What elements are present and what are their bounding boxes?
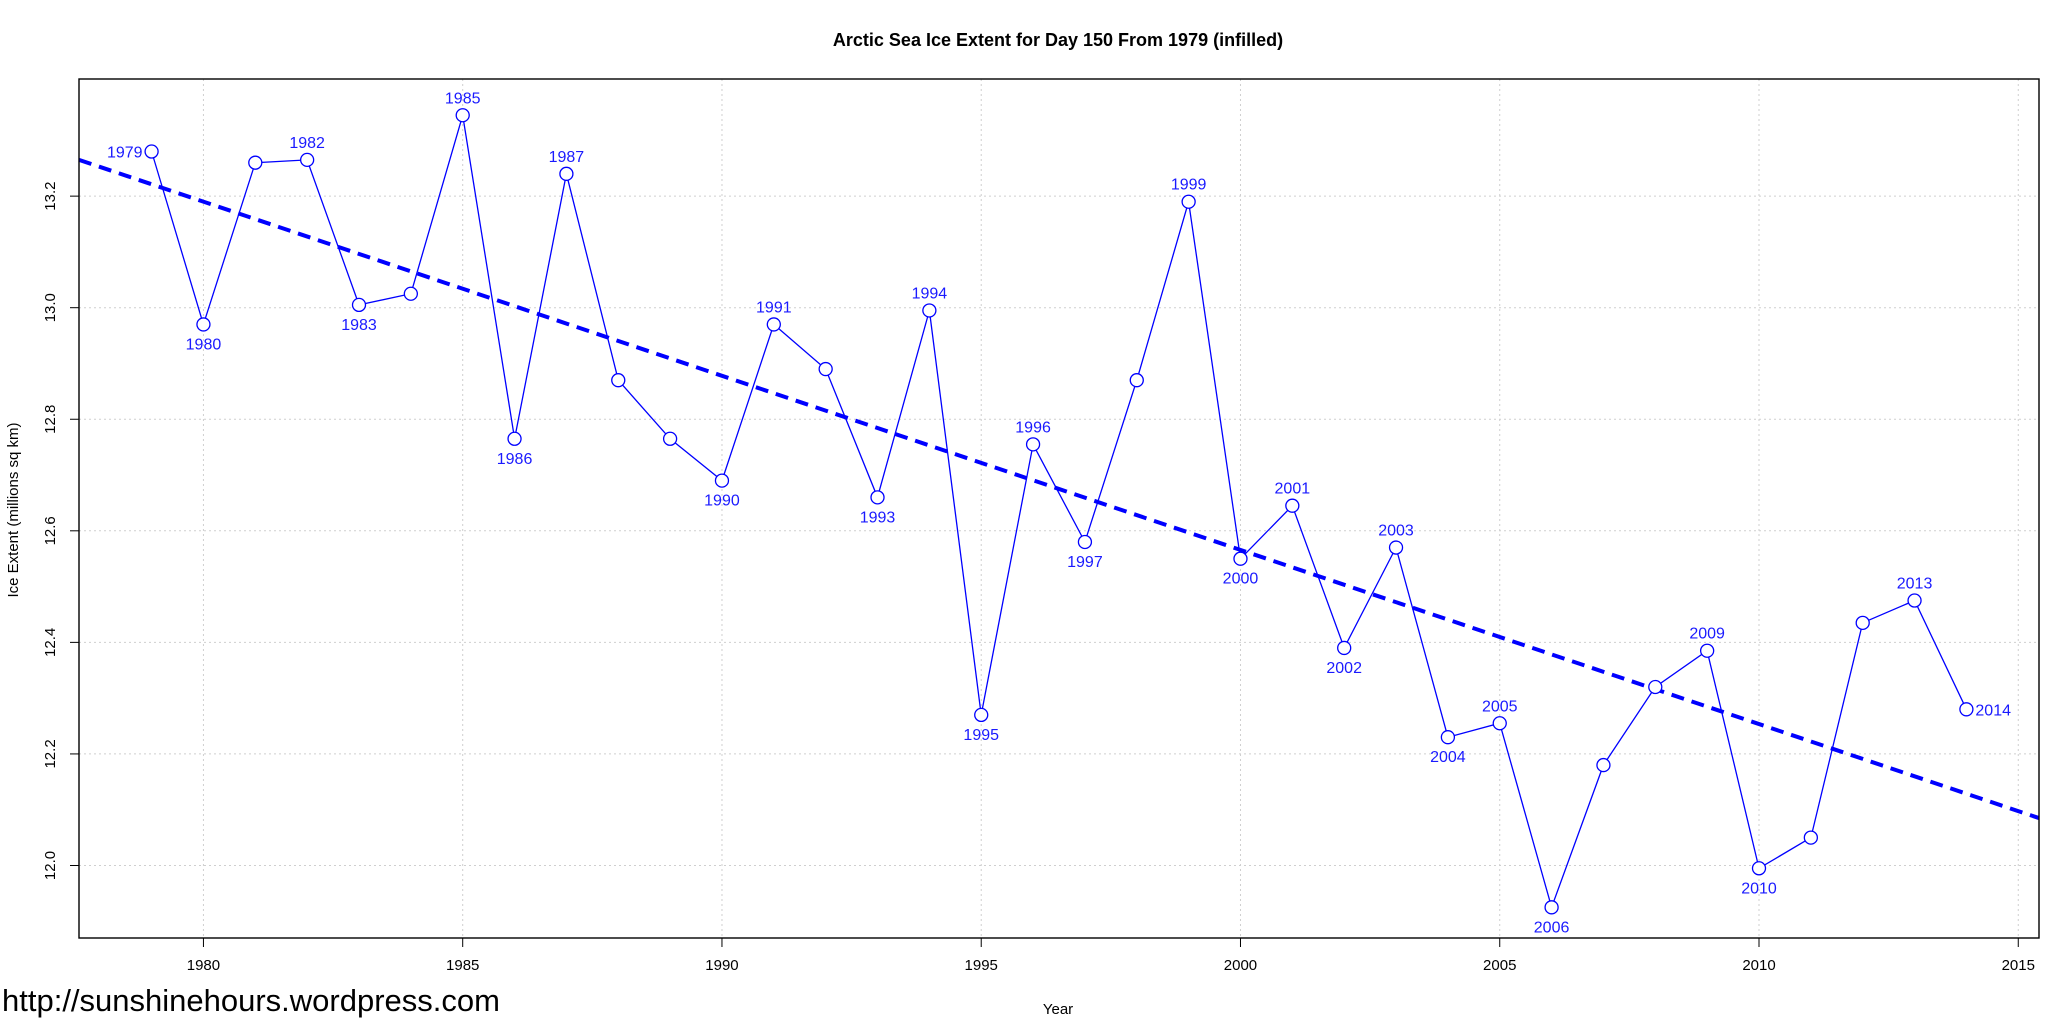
data-point [559, 166, 574, 181]
data-point [455, 108, 470, 123]
point-label: 1994 [912, 285, 948, 302]
y-tick-label: 12.4 [42, 628, 59, 657]
point-label-layer: 1979 1980 1982 1983 1985 1986 1987 1990 1991 1993… [107, 90, 2011, 936]
point-label: 1991 [756, 299, 792, 316]
data-point [1233, 551, 1248, 566]
x-tick-label: 1995 [965, 957, 998, 974]
point-label: 1983 [341, 317, 377, 334]
data-point [351, 297, 367, 313]
data-point [1492, 716, 1507, 731]
series-layer [144, 108, 1974, 915]
x-tick-label: 1980 [187, 957, 220, 974]
data-point [1855, 615, 1870, 630]
point-label: 2014 [1975, 702, 2011, 719]
data-point [1959, 702, 1974, 717]
point-label: 1995 [963, 727, 999, 744]
data-point [1544, 900, 1559, 915]
y-axis-label: Ice Extent (millions sq km) [5, 422, 22, 597]
point-label: 2013 [1897, 576, 1933, 593]
data-point [1596, 757, 1611, 773]
point-label: 1985 [445, 90, 481, 107]
data-point [1285, 498, 1300, 513]
y-tick-label: 13.0 [42, 293, 59, 322]
data-point [196, 317, 211, 332]
data-point [403, 286, 419, 301]
point-label: 2004 [1430, 749, 1466, 766]
data-point [1699, 643, 1715, 658]
data-point [507, 431, 522, 446]
grid [79, 79, 2039, 938]
data-point [1751, 861, 1767, 876]
point-label: 1993 [860, 509, 896, 526]
point-label: 1999 [1171, 177, 1207, 194]
point-label: 2010 [1741, 880, 1777, 897]
point-label: 1982 [289, 135, 325, 152]
data-point [144, 144, 159, 159]
axes: 1980 1985 1990 1995 2000 2005 2010 2015 12.0 12.2… [42, 182, 2035, 974]
point-label: 1996 [1015, 419, 1051, 436]
x-tick-label: 2000 [1224, 957, 1257, 974]
watermark-url: http://sunshinehours.wordpress.com [2, 983, 500, 1018]
data-point [1388, 540, 1404, 555]
data-point [611, 373, 626, 388]
data-point [1337, 640, 1352, 656]
data-point [922, 303, 937, 318]
x-tick-label: 2010 [1742, 957, 1775, 974]
data-point [299, 152, 315, 168]
data-point [766, 317, 781, 332]
data-point [1803, 830, 1819, 845]
x-tick-label: 2015 [2002, 957, 2035, 974]
point-label: 1986 [497, 451, 533, 468]
data-point [974, 707, 989, 723]
point-label: 2001 [1275, 481, 1311, 498]
data-point [1440, 730, 1456, 745]
data-point [1907, 593, 1922, 608]
plot-frame [78, 78, 2040, 939]
x-tick-label: 1985 [446, 957, 479, 974]
point-label: 1980 [186, 336, 222, 353]
point-label: 2002 [1326, 660, 1362, 677]
y-tick-label: 12.0 [42, 851, 59, 880]
point-label: 1990 [704, 493, 740, 510]
data-point [662, 431, 678, 446]
data-point [870, 490, 885, 505]
trend-line [78, 157, 2040, 820]
point-label: 2006 [1534, 919, 1570, 936]
x-axis-label: Year [1043, 1001, 1073, 1018]
y-tick-label: 12.6 [42, 516, 59, 545]
point-label: 2009 [1689, 626, 1725, 643]
series-line [150, 115, 1967, 910]
data-point [1077, 534, 1093, 550]
point-label: 2003 [1378, 523, 1414, 540]
y-tick-label: 12.8 [42, 405, 59, 434]
data-point [1648, 679, 1663, 695]
data-point [1025, 437, 1041, 452]
point-label: 2005 [1482, 698, 1518, 715]
x-tick-label: 2005 [1483, 957, 1516, 974]
trend-layer [78, 157, 2040, 820]
point-label: 2000 [1223, 571, 1259, 588]
chart-title: Arctic Sea Ice Extent for Day 150 From 1… [833, 30, 1283, 50]
y-tick-label: 12.2 [42, 739, 59, 768]
data-point [1129, 373, 1144, 388]
point-label: 1997 [1067, 554, 1103, 571]
data-point [248, 155, 263, 170]
data-point [818, 361, 833, 377]
data-point [1181, 194, 1196, 209]
point-label: 1979 [107, 145, 143, 162]
x-tick-label: 1990 [705, 957, 738, 974]
y-tick-label: 13.2 [42, 182, 59, 211]
data-point [714, 473, 730, 488]
point-label: 1987 [549, 149, 585, 166]
